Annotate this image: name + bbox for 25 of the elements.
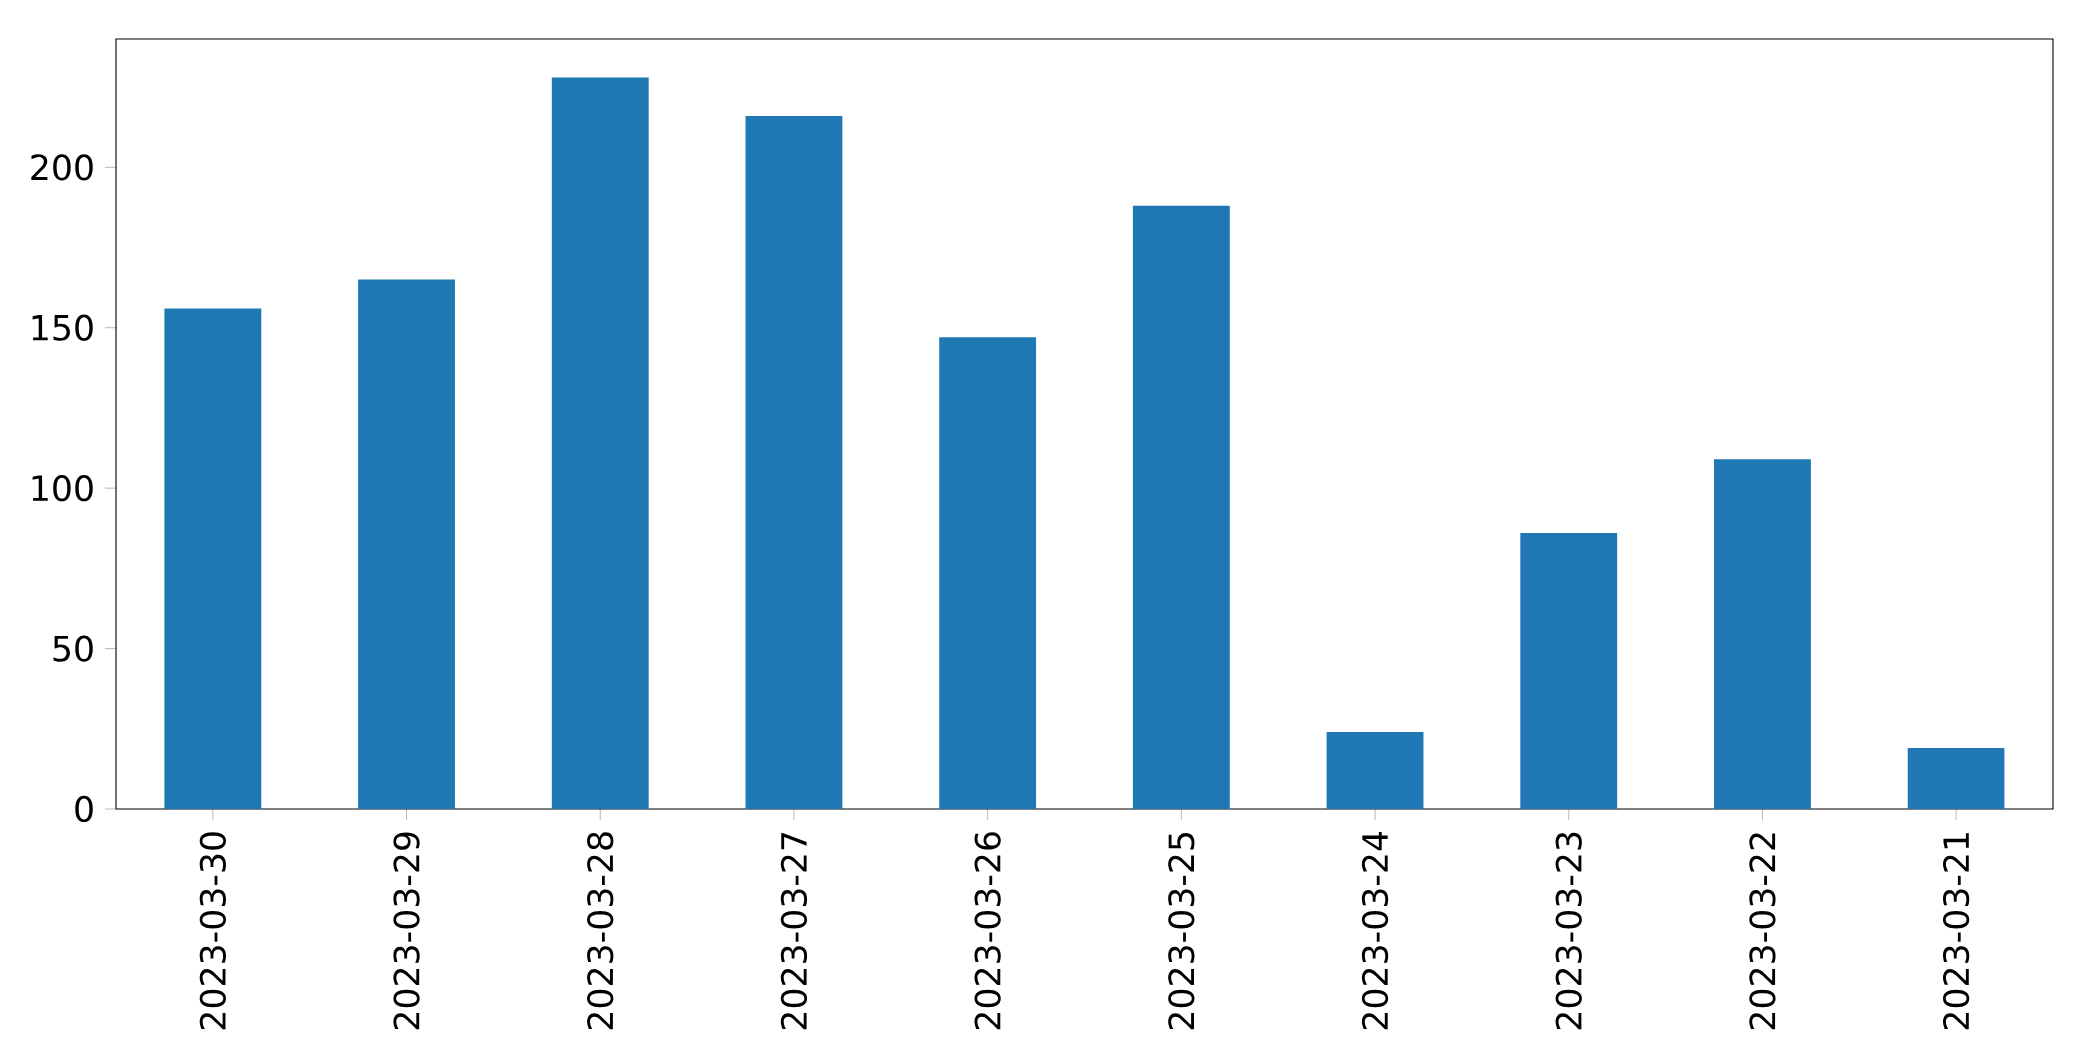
- x-tick-label: 2023-03-21: [1942, 833, 1970, 1030]
- x-tick-label: 2023-03-29: [393, 832, 420, 1030]
- y-tick-label: 150: [32, 314, 93, 341]
- x-tick-label: 2023-03-26: [974, 832, 1001, 1030]
- x-tick-label: 2023-03-23: [1555, 832, 1582, 1030]
- bar: [745, 115, 843, 809]
- bar: [358, 279, 455, 809]
- bar: [1326, 731, 1424, 809]
- x-tick-label: 2023-03-25: [1168, 833, 1195, 1030]
- x-tick-label: 2023-03-24: [1361, 831, 1389, 1030]
- bar: [1132, 205, 1230, 809]
- x-tick-label: 2023-03-27: [780, 832, 808, 1030]
- y-tick-label: 50: [53, 635, 93, 662]
- x-tick-label: 2023-03-22: [1749, 833, 1776, 1030]
- y-tick-label: 200: [31, 154, 93, 181]
- bar: [164, 308, 262, 809]
- x-tick-label: 2023-03-30: [199, 832, 226, 1030]
- x-tick-label: 2023-03-28: [587, 832, 614, 1030]
- bar: [551, 77, 649, 809]
- y-tick-label: 100: [32, 475, 93, 502]
- bar: [1520, 533, 1618, 809]
- bar: [939, 337, 1037, 809]
- bar: [1907, 748, 2005, 809]
- bar: [1714, 459, 1811, 809]
- y-tick-label: 0: [75, 795, 93, 823]
